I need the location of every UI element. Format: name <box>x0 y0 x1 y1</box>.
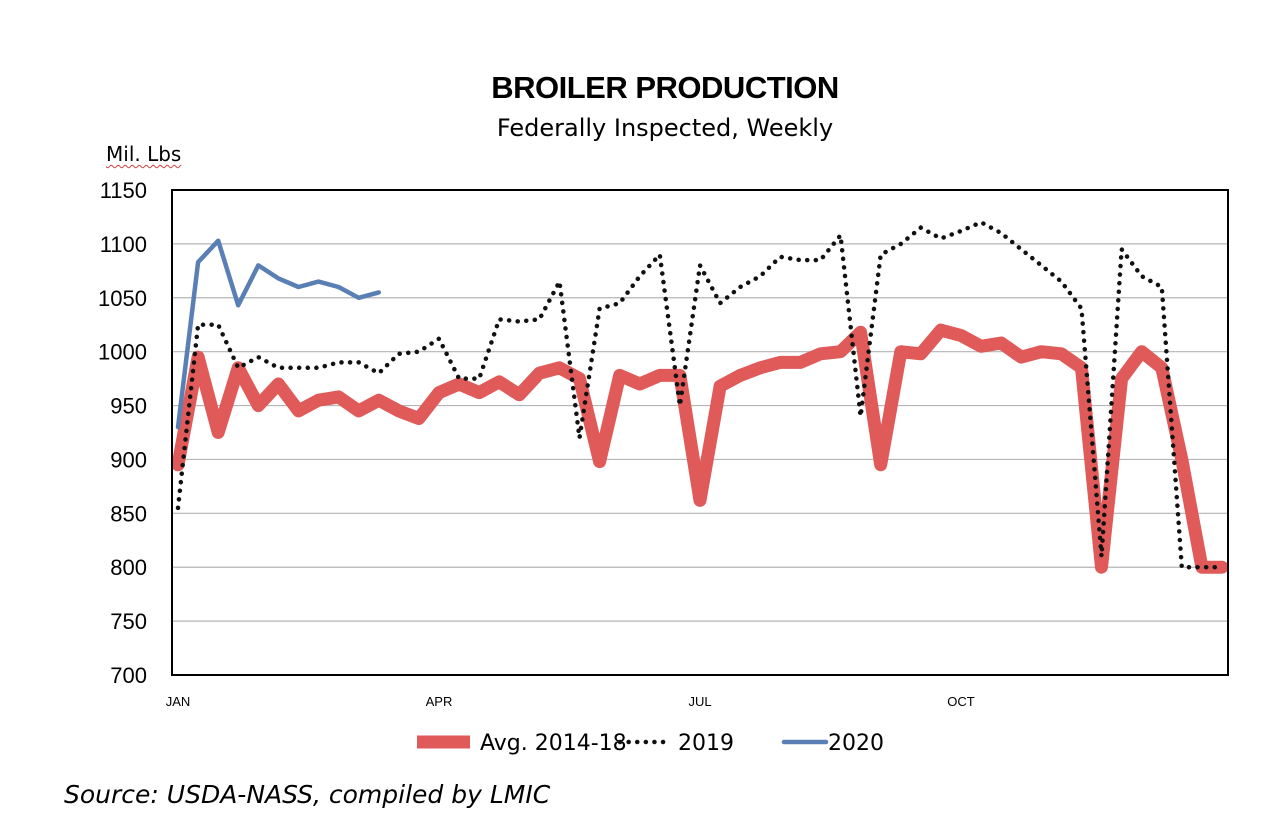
chart-title: BROILER PRODUCTION <box>491 70 839 105</box>
series-line-2019 <box>175 219 1225 570</box>
y-tick-label-700: 700 <box>110 663 147 688</box>
y-axis-unit-text: Mil. Lbs <box>106 142 182 166</box>
y-tick-label-800: 800 <box>110 555 147 580</box>
plot-area-frame <box>171 189 1229 676</box>
y-axis-unit-label: Mil. Lbs <box>106 142 181 166</box>
y-tick-label-1150: 1150 <box>100 178 147 203</box>
y-axis-ticks: 700 750 800 850 900 950 1000 1050 1100 1150 <box>98 178 147 688</box>
x-tick-label-jul: JUL <box>688 694 711 709</box>
y-tick-label-750: 750 <box>110 609 147 634</box>
x-tick-label-oct: OCT <box>947 694 975 709</box>
series-line-2020 <box>175 238 382 430</box>
y-tick-label-1000: 1000 <box>98 340 147 365</box>
legend-label-2019: 2019 <box>678 731 734 756</box>
x-tick-label-jan: JAN <box>166 694 191 709</box>
y-tick-label-900: 900 <box>110 447 147 472</box>
y-tick-label-850: 850 <box>110 501 147 526</box>
chart-subtitle: Federally Inspected, Weekly <box>496 114 834 142</box>
series-line-avg-2014-18 <box>171 323 1229 574</box>
x-tick-label-apr: APR <box>426 694 453 709</box>
grid-lines <box>172 243 1228 622</box>
y-tick-label-1050: 1050 <box>98 286 147 311</box>
data-series <box>171 219 1229 574</box>
source-note: Source: USDA-NASS, compiled by LMIC <box>64 780 551 809</box>
y-tick-label-950: 950 <box>110 394 147 419</box>
legend-label-2020: 2020 <box>828 731 884 756</box>
legend: Avg. 2014-18 2019 2020 <box>417 731 884 756</box>
legend-label-avg-2014-18: Avg. 2014-18 <box>480 731 627 756</box>
x-axis-ticks: JAN APR JUL OCT <box>166 694 975 709</box>
y-tick-label-1100: 1100 <box>100 232 147 257</box>
